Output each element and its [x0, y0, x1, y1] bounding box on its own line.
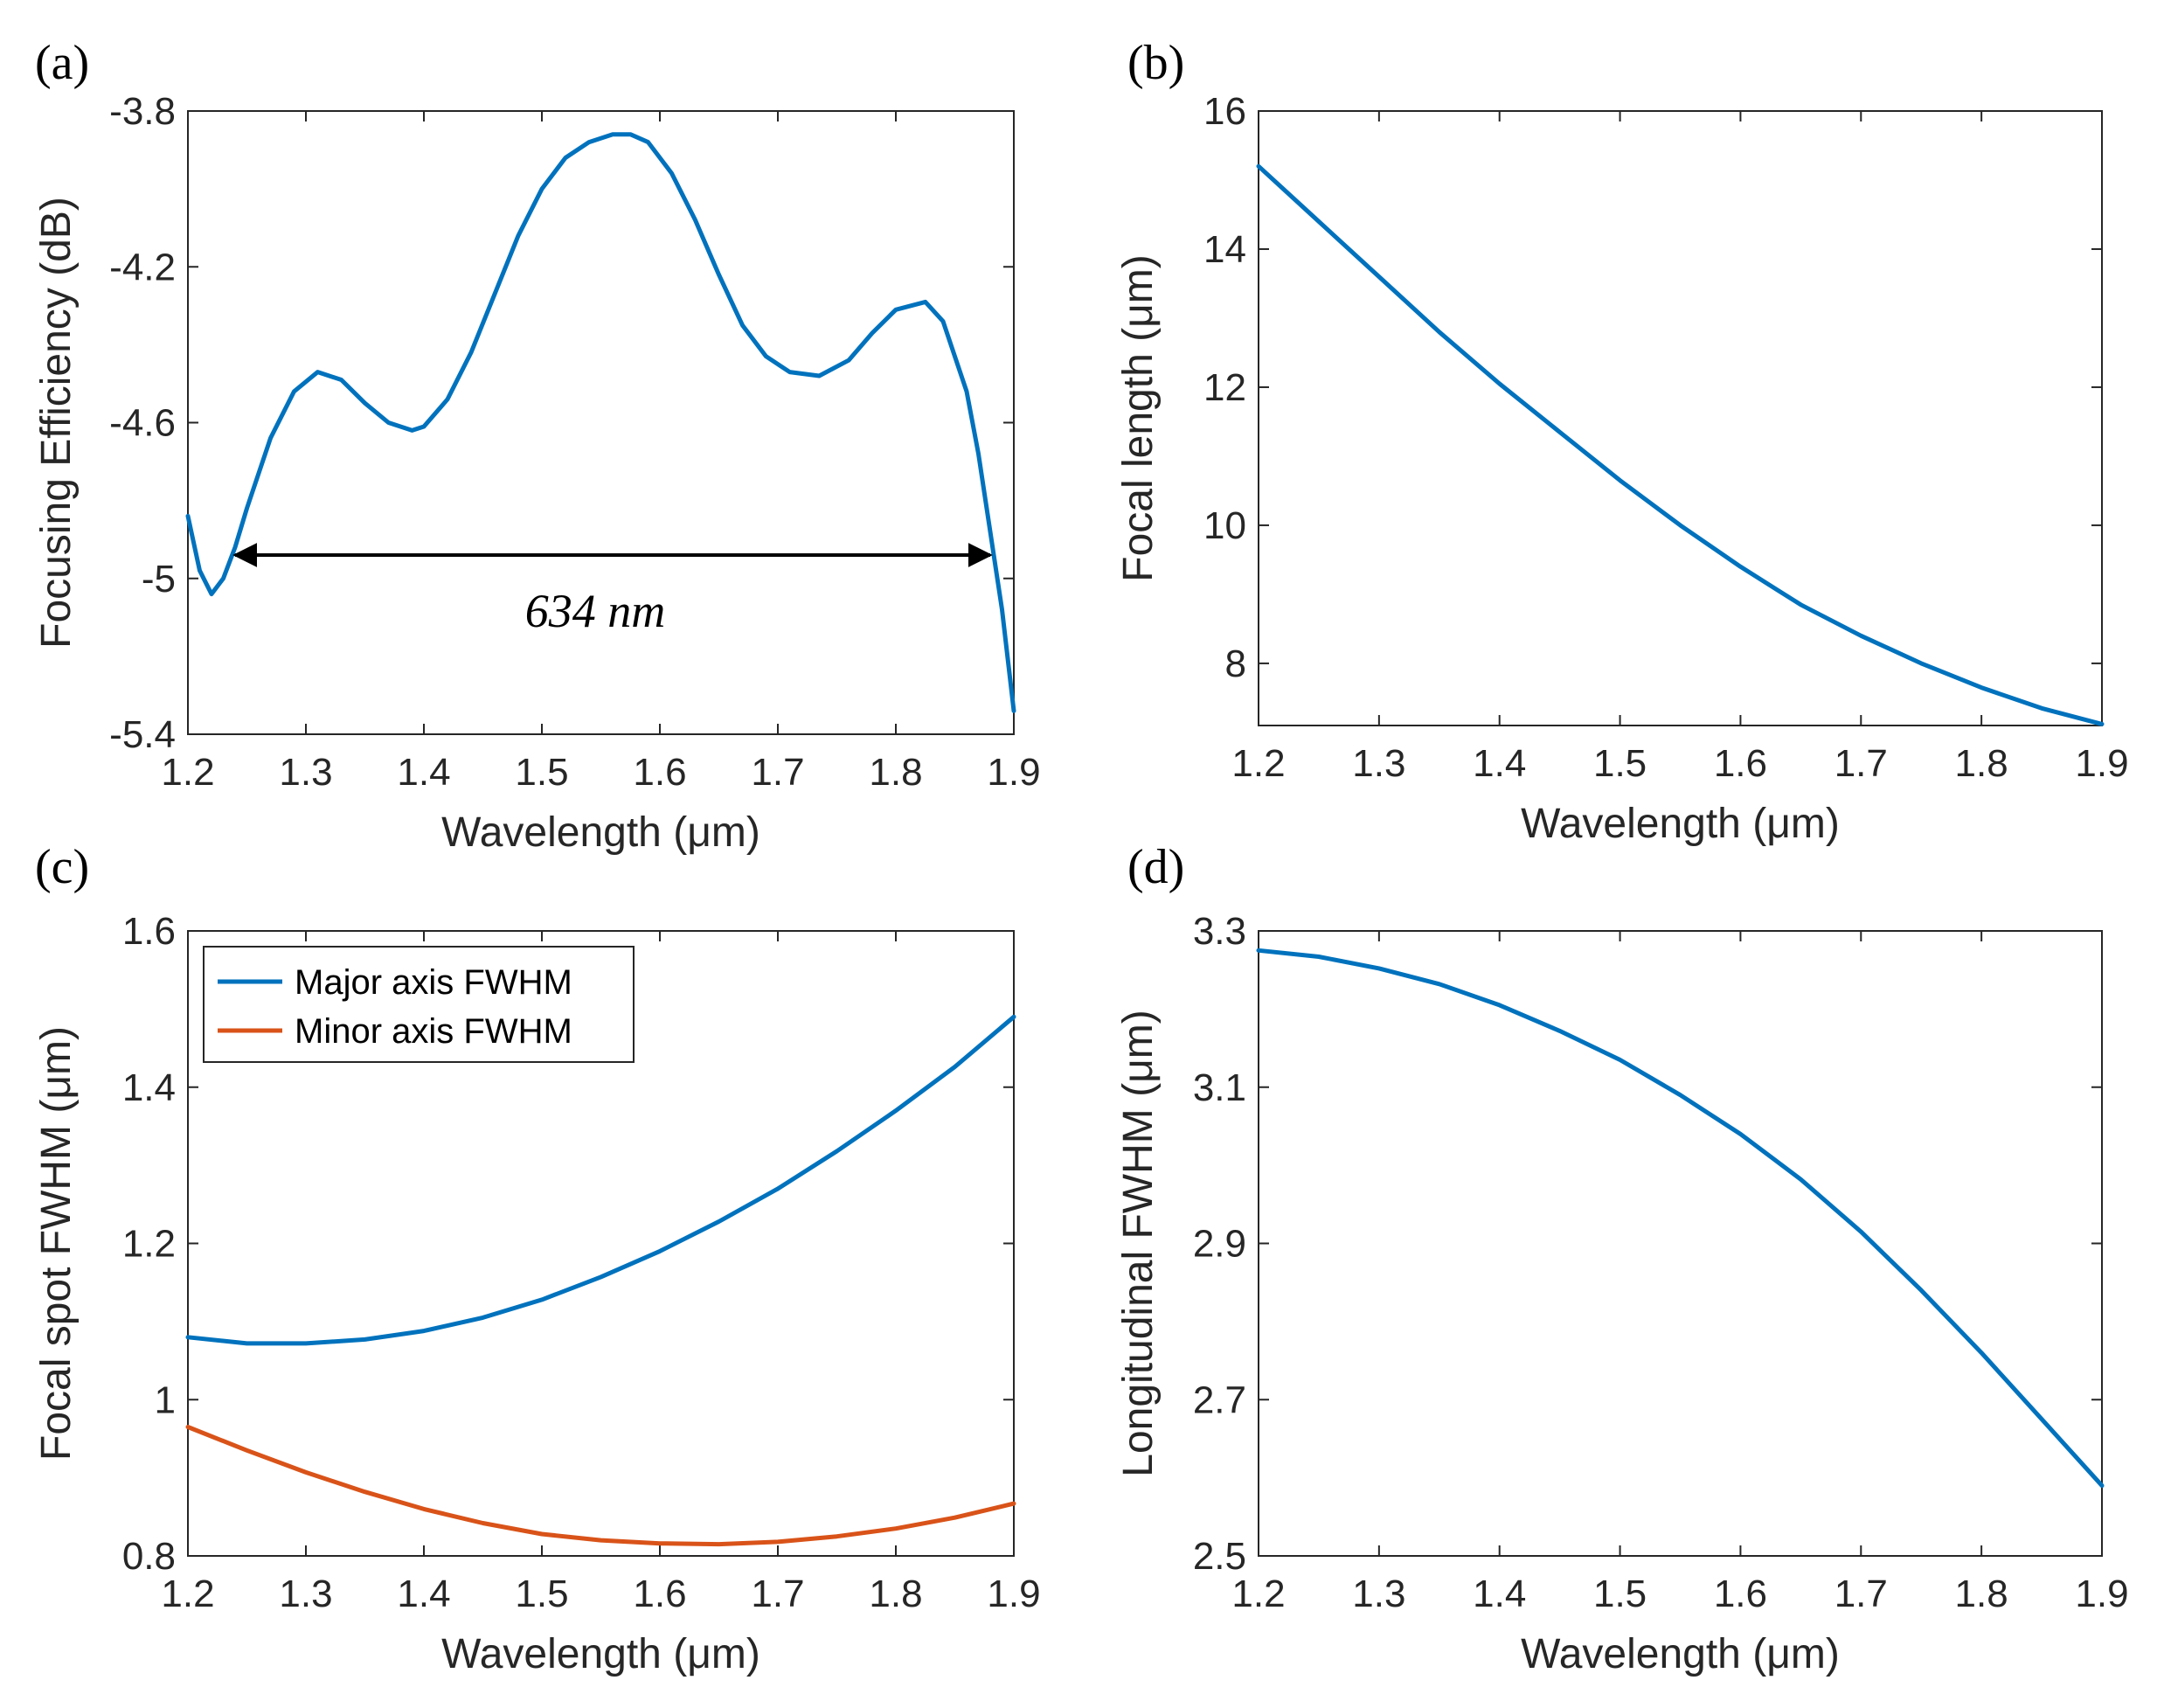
- panel-c: 1.2 1.3 1.4 1.5 1.6 1.7 1.8 1.9 0.8 1 1.2 1.4 1.6 Wav…: [33, 840, 1041, 1677]
- x-tick-label: 1.7: [751, 1573, 804, 1615]
- x-tick-label: 1.2: [1231, 742, 1285, 785]
- x-tick-label: 1.5: [1593, 742, 1647, 785]
- x-tick-label: 1.9: [2075, 742, 2128, 785]
- x-axis-label: Wavelength (μm): [441, 1631, 760, 1677]
- x-tick-label: 1.6: [1714, 1573, 1767, 1615]
- y-tick-label: 14: [1203, 228, 1246, 271]
- x-tick-label: 1.3: [1352, 1573, 1405, 1615]
- panel-b: 1.2 1.3 1.4 1.5 1.6 1.7 1.8 1.9 8 10 12 14 16 Wavelen…: [1115, 36, 2129, 847]
- y-tick-label: -5.4: [109, 713, 176, 756]
- x-axis-label: Wavelength (μm): [1521, 801, 1840, 847]
- x-tick-label: 1.8: [1955, 1573, 2008, 1615]
- y-tick-label: 1: [155, 1378, 176, 1421]
- panel-label: (b): [1127, 36, 1184, 90]
- y-tick-label: -4.2: [109, 246, 176, 288]
- span-annotation: 634 nm: [525, 585, 666, 637]
- y-tick-label: 1.4: [122, 1066, 176, 1109]
- x-tick-label: 1.9: [987, 1573, 1040, 1615]
- y-tick-label: 2.5: [1193, 1535, 1246, 1578]
- x-tick-label: 1.3: [279, 751, 332, 794]
- y-tick-label: -3.8: [109, 90, 176, 133]
- legend-box: [203, 946, 635, 1063]
- panel-label: (c): [35, 840, 89, 894]
- x-tick-label: 1.3: [279, 1573, 332, 1615]
- x-axis-label: Wavelength (μm): [1521, 1631, 1840, 1677]
- legend-entry: Minor axis FWHM: [295, 1012, 572, 1051]
- x-tick-label: 1.7: [1834, 1573, 1888, 1615]
- x-tick-label: 1.4: [1473, 742, 1526, 785]
- x-tick-label: 1.8: [869, 751, 922, 794]
- y-tick-label: 2.7: [1193, 1378, 1246, 1421]
- x-tick-label: 1.5: [515, 1573, 568, 1615]
- y-tick-label: 2.9: [1193, 1223, 1246, 1266]
- x-tick-label: 1.6: [633, 1573, 686, 1615]
- x-tick-label: 1.7: [751, 751, 804, 794]
- series-line-1: [1256, 163, 2105, 726]
- y-tick-label: 16: [1203, 90, 1246, 133]
- y-tick-label: -5: [142, 558, 176, 601]
- y-tick-label: 1.6: [122, 910, 176, 953]
- x-tick-label: 1.3: [1352, 742, 1405, 785]
- x-tick-label: 1.2: [161, 1573, 214, 1615]
- panel-label: (a): [35, 36, 89, 90]
- x-tick-label: 1.9: [2075, 1573, 2128, 1615]
- x-tick-label: 1.8: [869, 1573, 922, 1615]
- plot-area-frame: [187, 110, 1015, 735]
- x-tick-label: 1.5: [1593, 1573, 1647, 1615]
- panel-d: 1.2 1.3 1.4 1.5 1.6 1.7 1.8 1.9 2.5 2.7 2.9 3.1 3.3 W…: [1115, 840, 2129, 1677]
- y-axis-label: Focusing Efficiency (dB): [33, 197, 80, 649]
- x-tick-label: 1.2: [1231, 1573, 1285, 1615]
- panel-a: 1.2 1.3 1.4 1.5 1.6 1.7 1.8 1.9 -5.4 -5 -4.6 -4.2 -3…: [33, 36, 1041, 856]
- y-tick-label: 12: [1203, 366, 1246, 409]
- x-tick-label: 1.4: [1473, 1573, 1526, 1615]
- plot-area-frame: [1258, 110, 2103, 726]
- y-axis-label: Focal length (μm): [1115, 254, 1162, 581]
- y-tick-label: 3.1: [1193, 1066, 1246, 1109]
- x-tick-label: 1.5: [515, 751, 568, 794]
- x-tick-label: 1.4: [397, 751, 450, 794]
- x-tick-label: 1.2: [161, 751, 214, 794]
- y-tick-label: 10: [1203, 504, 1246, 547]
- x-tick-label: 1.6: [633, 751, 686, 794]
- x-tick-label: 1.7: [1834, 742, 1888, 785]
- panel-label: (d): [1127, 840, 1184, 894]
- series-line-2: [185, 1425, 1016, 1547]
- x-axis-label: Wavelength (μm): [441, 809, 760, 856]
- y-tick-label: 3.3: [1193, 910, 1246, 953]
- series-line-1: [185, 132, 1016, 713]
- series-line-1: [1256, 948, 2105, 1489]
- x-tick-label: 1.6: [1714, 742, 1767, 785]
- x-tick-label: 1.4: [397, 1573, 450, 1615]
- y-axis-label: Longitudinal FWHM (μm): [1115, 1010, 1162, 1476]
- y-tick-label: 8: [1225, 642, 1246, 685]
- legend-entry: Major axis FWHM: [295, 963, 572, 1002]
- plot-area-frame: [1258, 930, 2103, 1557]
- x-tick-label: 1.9: [987, 751, 1040, 794]
- y-axis-label: Focal spot FWHM (μm): [33, 1026, 80, 1461]
- y-tick-label: 1.2: [122, 1223, 176, 1266]
- y-tick-label: -4.6: [109, 402, 176, 445]
- x-tick-label: 1.8: [1955, 742, 2008, 785]
- y-tick-label: 0.8: [122, 1535, 176, 1578]
- series-line-1: [185, 1014, 1016, 1346]
